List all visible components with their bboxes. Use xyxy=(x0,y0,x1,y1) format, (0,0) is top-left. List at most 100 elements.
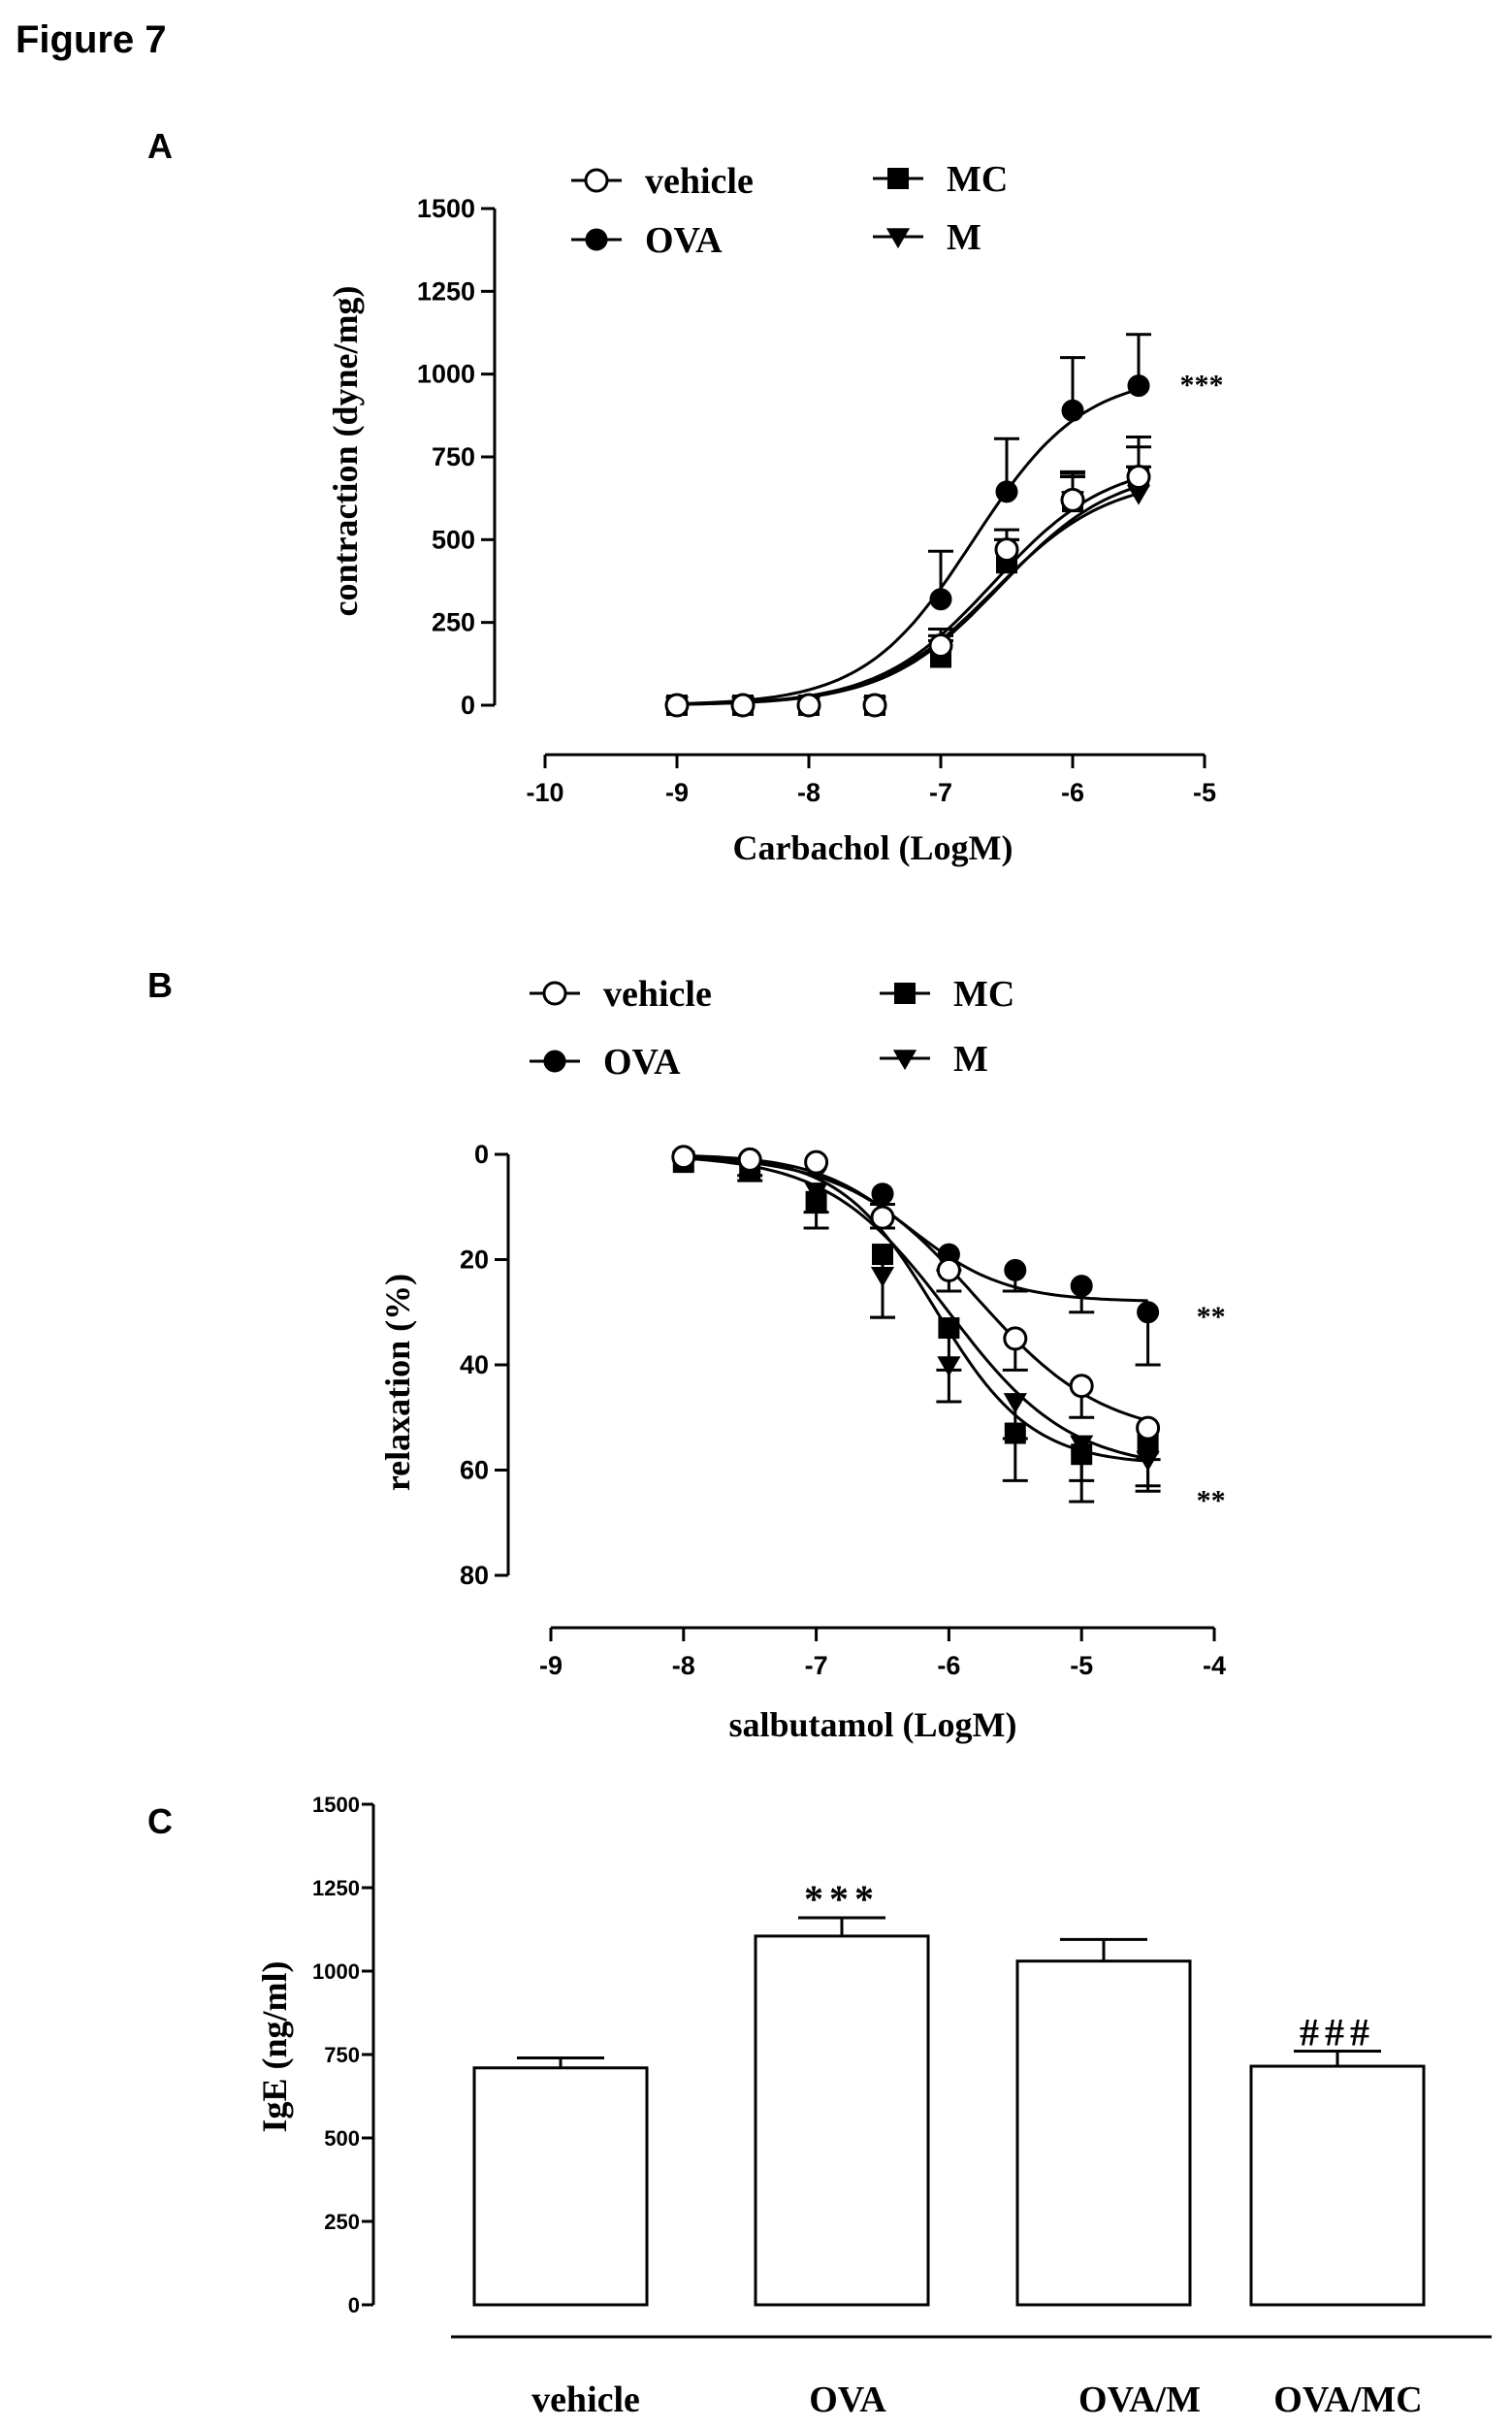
x-tick-label-b: -7 xyxy=(805,1651,828,1680)
category-label-OVA: OVA xyxy=(809,2379,886,2420)
fit-curve-a-MC xyxy=(676,484,1140,706)
data-point-b-M xyxy=(1136,1450,1160,1472)
panel-label-b: B xyxy=(147,965,173,1005)
fit-curve-a-M xyxy=(676,492,1140,706)
bar-OVA xyxy=(754,1934,930,2307)
legend-label-b: MC xyxy=(953,974,1014,1015)
significance-annotation-a: *** xyxy=(1180,369,1224,401)
fit-curve-b-MC xyxy=(683,1154,1148,1463)
data-point-b-OVA xyxy=(1070,1275,1093,1298)
data-point-a-OVA xyxy=(1061,399,1084,422)
legend-marker-a xyxy=(885,228,911,249)
x-tick-label-a: -8 xyxy=(797,778,820,807)
chart-panel-b: B 0 20 40 60 80 -9 -8 -7 -6 -5 -4 ** ** vehicle OVA MC M… xyxy=(147,965,1226,1744)
x-axis-label-a: Carbachol (LogM) xyxy=(733,828,1013,867)
data-point-a-OVA xyxy=(1127,374,1150,398)
panel-label-a: A xyxy=(147,126,173,166)
x-tick-label-a: -9 xyxy=(665,778,689,807)
data-point-b-vehicle xyxy=(1069,1374,1094,1399)
data-point-a-vehicle xyxy=(796,693,821,718)
y-tick-label-c: 0 xyxy=(348,2293,360,2317)
data-point-a-OVA xyxy=(929,588,952,611)
x-tick-label-b: -5 xyxy=(1070,1651,1093,1680)
legend-marker-a xyxy=(584,168,609,193)
bar-vehicle xyxy=(472,2066,649,2307)
legend-label-b: OVA xyxy=(603,1042,681,1083)
y-tick-label-a: 1500 xyxy=(417,194,475,223)
y-axis-label-b: relaxation (%) xyxy=(378,1274,417,1491)
y-tick-label-a: 250 xyxy=(432,608,475,637)
legend-marker-a xyxy=(585,228,608,251)
data-point-a-vehicle xyxy=(928,633,953,659)
data-point-b-vehicle xyxy=(671,1145,696,1170)
data-point-a-OVA xyxy=(995,480,1018,503)
data-point-b-OVA xyxy=(1137,1301,1160,1324)
x-tick-label-a: -10 xyxy=(526,778,563,807)
x-tick-label-a: -5 xyxy=(1193,778,1216,807)
data-point-b-vehicle xyxy=(1003,1326,1028,1351)
category-label-OVA/MC: OVA/MC xyxy=(1273,2379,1422,2420)
legend-label-a: OVA xyxy=(645,220,723,261)
y-tick-label-b: 20 xyxy=(460,1246,489,1275)
data-point-b-M xyxy=(804,1182,828,1204)
legend-label-b: vehicle xyxy=(603,974,712,1015)
data-point-b-M xyxy=(937,1356,961,1377)
y-tick-label-b: 60 xyxy=(460,1456,489,1485)
significance-annotation-OVA: *** xyxy=(804,1877,880,1921)
data-point-a-vehicle xyxy=(730,693,756,718)
legend-marker-b xyxy=(892,1050,917,1071)
data-point-a-vehicle xyxy=(1126,464,1151,489)
data-point-b-M xyxy=(1070,1435,1094,1456)
legend-label-a: M xyxy=(947,217,981,258)
data-point-b-MC xyxy=(938,1317,960,1340)
category-label-OVA/M: OVA/M xyxy=(1078,2379,1201,2420)
chart-panel-a: A 0 250 500 750 1000 1250 1500 -10 -9 -8 -7 -6 -5 ***… xyxy=(147,126,1224,867)
y-tick-label-c: 250 xyxy=(324,2210,360,2234)
category-label-vehicle: vehicle xyxy=(531,2379,640,2420)
y-tick-label-c: 500 xyxy=(324,2126,360,2151)
data-point-a-vehicle xyxy=(664,693,690,718)
data-point-b-MC xyxy=(1004,1422,1026,1444)
y-tick-label-b: 40 xyxy=(460,1350,489,1379)
legend-label-a: vehicle xyxy=(645,161,754,202)
data-point-b-M xyxy=(1003,1393,1027,1414)
y-axis-label-a: contraction (dyne/mg) xyxy=(326,286,365,617)
y-tick-label-c: 750 xyxy=(324,2043,360,2067)
x-axis-label-b: salbutamol (LogM) xyxy=(729,1705,1017,1744)
data-point-a-vehicle xyxy=(1060,487,1085,512)
data-point-b-MC xyxy=(872,1244,893,1266)
legend-marker-b xyxy=(894,983,916,1004)
data-point-a-vehicle xyxy=(994,537,1019,563)
x-tick-label-b: -8 xyxy=(672,1651,695,1680)
data-point-b-vehicle xyxy=(804,1149,829,1175)
legend-label-a: MC xyxy=(947,159,1008,200)
data-point-a-M xyxy=(1126,484,1151,505)
y-tick-label-c: 1500 xyxy=(312,1793,360,1817)
fit-curve-a-OVA xyxy=(676,388,1140,705)
data-point-b-vehicle xyxy=(737,1147,762,1172)
figure-title: Figure 7 xyxy=(16,18,167,61)
significance-annotation-OVA/MC: ### xyxy=(1300,2011,1375,2055)
panel-label-c: C xyxy=(147,1801,173,1841)
fit-curve-b-M xyxy=(683,1156,1148,1461)
legend-label-b: M xyxy=(953,1039,988,1080)
data-point-b-vehicle xyxy=(870,1205,895,1230)
y-tick-label-b: 80 xyxy=(460,1561,489,1590)
x-tick-label-a: -6 xyxy=(1061,778,1084,807)
y-tick-label-c: 1000 xyxy=(312,1959,360,1984)
legend-marker-b xyxy=(543,1050,566,1073)
data-point-b-M xyxy=(870,1266,895,1287)
legend-marker-b xyxy=(542,981,567,1006)
data-point-b-OVA xyxy=(871,1182,894,1206)
data-point-a-vehicle xyxy=(862,693,887,718)
data-point-b-vehicle xyxy=(1136,1415,1161,1441)
bar-OVA/MC xyxy=(1249,2064,1426,2307)
significance-annotation-b: ** xyxy=(1197,1301,1226,1333)
y-tick-label-b: 0 xyxy=(474,1140,489,1169)
y-tick-label-a: 0 xyxy=(461,691,475,720)
x-tick-label-a: -7 xyxy=(929,778,952,807)
x-tick-label-b: -9 xyxy=(539,1651,563,1680)
y-tick-label-a: 1000 xyxy=(417,360,475,389)
data-point-b-vehicle xyxy=(936,1257,961,1282)
x-tick-label-b: -4 xyxy=(1203,1651,1226,1680)
